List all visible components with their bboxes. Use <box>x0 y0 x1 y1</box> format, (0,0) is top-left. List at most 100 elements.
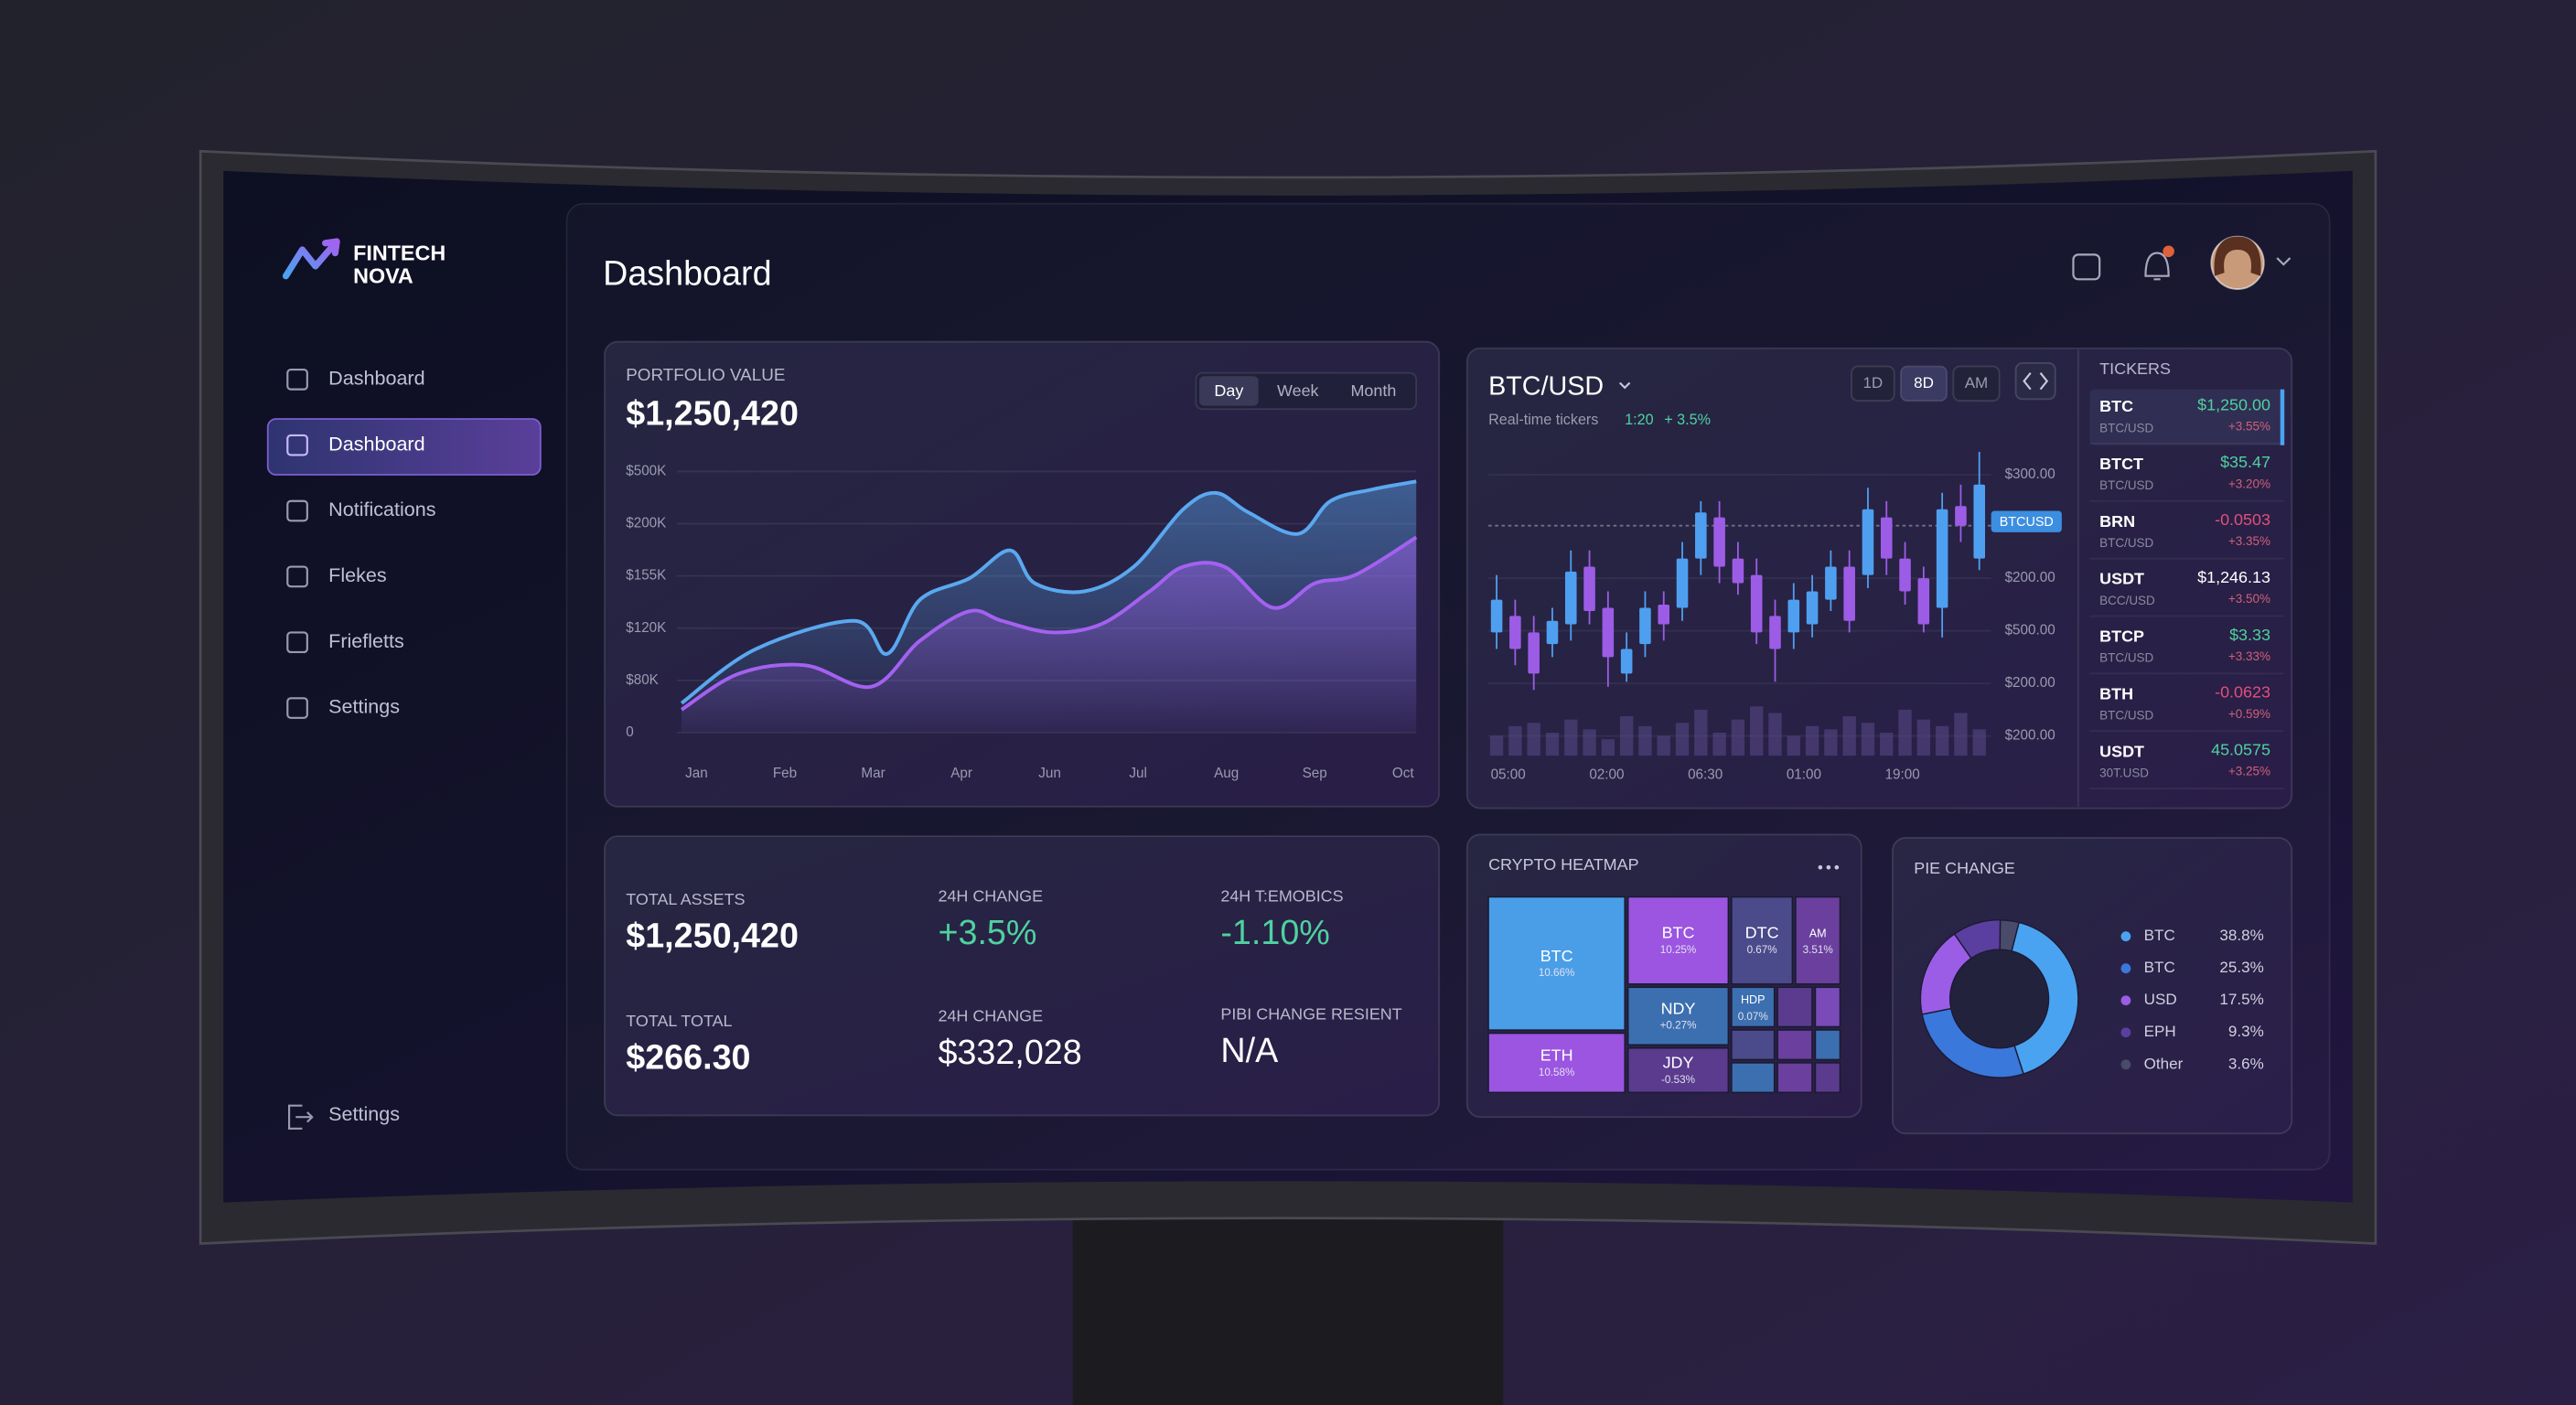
x-tick-label: 06:30 <box>1688 767 1723 783</box>
ticker-symbol[interactable]: USDT <box>2099 742 2144 760</box>
pair-chevron[interactable] <box>1619 381 1631 390</box>
candle-body <box>1880 517 1893 559</box>
heatmap-name: BTC <box>1662 924 1695 942</box>
nav-icon <box>286 631 308 654</box>
heatmap-cell[interactable] <box>1731 896 1794 985</box>
heatmap-change: +0.27% <box>1660 1020 1697 1032</box>
ticker-change: +3.50% <box>2228 592 2270 606</box>
y-tick-label: $300.00 <box>2005 467 2055 482</box>
heatmap-name: JDY <box>1663 1054 1694 1072</box>
volume-bar <box>1824 729 1838 756</box>
avatar-chevron[interactable] <box>2276 257 2292 266</box>
y-tick-label: $155K <box>626 568 666 584</box>
candle-body <box>1490 599 1503 633</box>
legend-dot <box>2120 931 2131 942</box>
market-card <box>1465 347 2293 810</box>
heatmap-cell <box>1776 1062 1813 1094</box>
heatmap-cell <box>1731 1062 1776 1094</box>
heatmap-cell <box>1776 986 1813 1028</box>
ticker-symbol[interactable]: BTCT <box>2099 455 2143 473</box>
volume-bar <box>1954 713 1968 756</box>
nav-item[interactable]: Dashboard <box>328 432 424 455</box>
x-tick-label: Oct <box>1392 766 1414 781</box>
stat-value: $332,028 <box>938 1033 1081 1071</box>
volume-bar <box>1972 729 1986 756</box>
ticker-price: $3.33 <box>2229 626 2270 644</box>
volume-bar <box>1601 739 1615 756</box>
ticker-pair: BCC/USD <box>2099 594 2155 607</box>
heatmap-cell[interactable] <box>1795 896 1841 985</box>
volume-bar <box>1805 725 1819 756</box>
volume-bar <box>1880 732 1894 756</box>
stat-value: N/A <box>1220 1031 1279 1069</box>
pair-title[interactable]: BTC/USD <box>1488 371 1604 401</box>
heatmap-cell[interactable] <box>1627 986 1730 1046</box>
avatar-hair <box>2214 236 2261 276</box>
card-title: CRYPTO HEATMAP <box>1488 855 1638 874</box>
legend-dot <box>2120 963 2131 974</box>
nav-icon <box>286 369 308 391</box>
chart-icon[interactable] <box>2072 253 2101 281</box>
heatmap-cell[interactable] <box>1731 986 1776 1028</box>
volume-bar <box>1935 725 1949 756</box>
volume-bar <box>1583 729 1596 756</box>
range-label[interactable]: AM <box>1965 374 1989 391</box>
heatmap-cell[interactable] <box>1487 1032 1626 1094</box>
heatmap-cell <box>1814 986 1841 1028</box>
y-tick-label: $200K <box>626 516 666 531</box>
stat: 1:20 <box>1625 412 1653 428</box>
nav-item[interactable]: Settings <box>328 1102 400 1125</box>
volume-bar <box>1861 723 1875 756</box>
volume-bar <box>1842 716 1856 756</box>
ticker-price: 45.0575 <box>2211 740 2270 758</box>
legend-dot <box>2120 1027 2131 1038</box>
chart-toggle[interactable] <box>2014 362 2056 401</box>
volume-bar <box>1564 719 1578 756</box>
ticker-symbol[interactable]: BTCP <box>2099 627 2144 646</box>
volume-bar <box>1657 735 1670 756</box>
heatmap-cell[interactable] <box>1487 896 1626 1031</box>
candle-body <box>1509 616 1521 649</box>
donut-center <box>1950 949 2048 1047</box>
tab[interactable]: Month <box>1350 381 1396 400</box>
nav-icon <box>286 499 308 522</box>
range-label[interactable]: 1D <box>1862 374 1883 391</box>
legend-dot <box>2120 995 2131 1006</box>
heatmap-cell[interactable] <box>1627 1047 1730 1094</box>
tab[interactable]: Day <box>1214 381 1243 400</box>
ticker-symbol[interactable]: BTH <box>2099 684 2133 702</box>
heatmap-cell[interactable] <box>1627 896 1730 985</box>
stat-value: +3.5% <box>938 913 1036 951</box>
stats-card <box>604 835 1441 1117</box>
range-label[interactable]: 8D <box>1914 374 1934 391</box>
candle-body <box>1936 509 1948 608</box>
candle-body <box>1862 509 1874 575</box>
menu-dot[interactable] <box>1834 864 1840 870</box>
nav-item[interactable]: Flekes <box>328 563 386 586</box>
nav-item[interactable]: Friefletts <box>328 629 404 652</box>
candle-body <box>1750 574 1763 633</box>
menu-dot[interactable] <box>1826 864 1831 870</box>
page-title: Dashboard <box>603 254 771 293</box>
nav-item[interactable]: Settings <box>328 695 400 718</box>
range-button[interactable] <box>1899 365 1948 402</box>
volume-bar <box>1489 735 1504 756</box>
ticker-symbol[interactable]: BRN <box>2099 512 2135 531</box>
candle-body <box>1917 578 1930 625</box>
tab[interactable]: Week <box>1277 381 1319 400</box>
nav-item[interactable]: Notifications <box>328 498 435 520</box>
ticker-price: $1,246.13 <box>2197 568 2270 586</box>
ticker-price: -0.0503 <box>2215 510 2270 529</box>
menu-dot[interactable] <box>1818 864 1823 870</box>
stat-label: TOTAL ASSETS <box>626 890 745 908</box>
heatmap-cell <box>1814 1062 1841 1094</box>
x-tick-label: 05:00 <box>1491 767 1526 783</box>
range-button[interactable] <box>1851 365 1895 402</box>
ticker-symbol[interactable]: BTC <box>2099 397 2133 415</box>
nav-item[interactable]: Dashboard <box>328 367 424 390</box>
ticker-symbol[interactable]: USDT <box>2099 570 2144 588</box>
range-button[interactable] <box>1952 365 2001 402</box>
bell-icon[interactable] <box>2144 252 2170 281</box>
candle-body <box>1620 649 1633 674</box>
